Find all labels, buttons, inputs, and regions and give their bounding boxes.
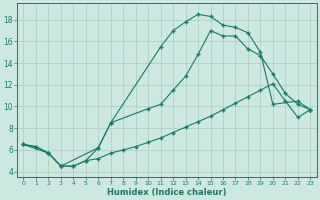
X-axis label: Humidex (Indice chaleur): Humidex (Indice chaleur) [107, 188, 227, 197]
